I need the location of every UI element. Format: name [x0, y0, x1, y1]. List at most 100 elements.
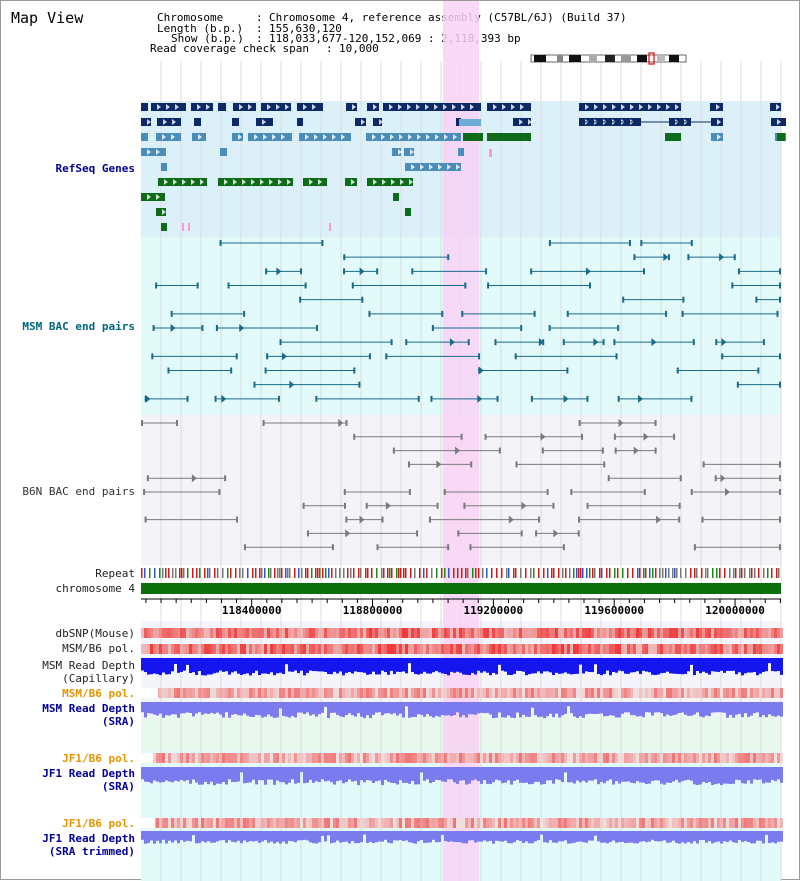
msm-pol-heat — [654, 644, 657, 654]
gene-strand-arrow — [278, 179, 282, 185]
jf1-pol-heat — [201, 753, 204, 763]
dbsnp-heat — [705, 628, 708, 638]
jf1-depth-sra-bar — [696, 767, 699, 786]
b6n-bac-pair-end — [515, 461, 518, 468]
jf1-depth-trim-bar — [315, 831, 318, 844]
msm-pol-heat — [600, 644, 603, 654]
dbsnp-heat — [468, 628, 471, 638]
repeat-element — [423, 568, 425, 578]
msm-bac-pair-end — [196, 282, 199, 289]
msm-bac-pair-arrow — [239, 324, 245, 332]
msm-pol-heat — [456, 644, 459, 654]
dbsnp-heat — [630, 628, 633, 638]
jf1-depth-trim-bar — [429, 831, 432, 843]
dbsnp-heat — [411, 628, 414, 638]
msm-depth-sra-bar — [528, 702, 531, 717]
msm-depth-sra-bar — [141, 702, 144, 713]
msm-depth-sra-bar — [483, 702, 486, 714]
msm-depth-sra-bar — [393, 702, 396, 714]
jf1-depth-trim-bar — [693, 831, 696, 842]
jf1-depth-trim-bar — [321, 831, 324, 836]
jf1-pol-heat — [693, 753, 696, 763]
dbsnp-heat — [753, 628, 756, 638]
msm-bac-pair-end — [737, 268, 740, 275]
msm-pol2-heat — [480, 688, 483, 698]
jf1-pol2-heat — [537, 818, 540, 828]
track-label-repeat[interactable]: Repeat — [95, 567, 135, 580]
jf1-depth-trim-bar — [561, 831, 564, 842]
jf1-depth-sra-bar — [558, 767, 561, 780]
track-label-chromosome[interactable]: chromosome 4 — [55, 582, 135, 595]
msm-pol2-heat — [777, 688, 780, 698]
jf1-pol2-heat — [489, 818, 492, 828]
dbsnp-heat — [354, 628, 357, 638]
msm-pol2-heat — [201, 688, 204, 698]
msm-depth-capillary-bar — [561, 658, 564, 674]
msm-depth-capillary-bar — [477, 658, 480, 671]
jf1-pol-heat — [633, 753, 636, 763]
dbsnp-heat — [774, 628, 777, 638]
repeat-element — [776, 568, 778, 578]
track-label-jf1-pol-2[interactable]: JF1/B6 pol. — [62, 817, 135, 830]
repeat-element — [538, 568, 540, 578]
jf1-pol2-heat — [165, 818, 168, 828]
dbsnp-heat — [261, 628, 264, 638]
track-label-jf1-depth-trim[interactable]: JF1 Read Depth (SRA trimmed) — [42, 832, 135, 858]
track-label-refseq[interactable]: RefSeq Genes — [55, 162, 135, 175]
jf1-depth-sra-bar — [162, 767, 165, 783]
msm-depth-sra-bar — [411, 702, 414, 717]
msm-pol-heat — [690, 644, 693, 654]
jf1-pol-heat — [744, 753, 747, 763]
msm-bac-pair-end — [264, 367, 267, 374]
track-label-dbsnp[interactable]: dbSNP(Mouse) — [55, 627, 135, 640]
msm-pol2-heat — [603, 688, 606, 698]
dbsnp-heat — [612, 628, 615, 638]
msm-depth-sra-bar — [477, 702, 480, 714]
dbsnp-heat — [684, 628, 687, 638]
jf1-pol2-heat — [234, 818, 237, 828]
track-label-b6n-bac[interactable]: B6N BAC end pairs — [22, 485, 135, 498]
track-label-msm-pol[interactable]: MSM/B6 pol. — [62, 642, 135, 655]
msm-bac-pair-end — [643, 268, 646, 275]
msm-pol-heat — [258, 644, 261, 654]
track-label-msm-depth-sra[interactable]: MSM Read Depth (SRA) — [42, 702, 135, 728]
msm-bac-pair-arrow — [145, 394, 151, 403]
repeat-element — [317, 568, 319, 578]
jf1-pol2-heat — [417, 818, 420, 828]
msm-depth-capillary-bar — [636, 658, 639, 672]
gene-strand-arrow — [400, 179, 404, 185]
jf1-depth-trim-bar — [228, 831, 231, 841]
jf1-pol-heat — [687, 753, 690, 763]
b6n-bac-pair-end — [353, 433, 356, 440]
jf1-pol2-heat — [156, 818, 159, 828]
track-label-jf1-pol[interactable]: JF1/B6 pol. — [62, 752, 135, 765]
jf1-pol2-heat — [711, 818, 714, 828]
msm-pol-heat — [195, 644, 198, 654]
msm-depth-capillary-bar — [393, 658, 396, 674]
msm-pol-heat — [702, 644, 705, 654]
refseq-gene — [770, 103, 781, 111]
msm-bac-pair-end — [715, 339, 718, 346]
msm-depth-sra-bar — [660, 702, 663, 714]
msm-bac-pair-end — [277, 395, 280, 402]
gene-strand-arrow — [621, 104, 625, 110]
jf1-depth-sra-bar — [657, 767, 660, 781]
msm-bac-pair-end — [167, 367, 170, 374]
jf1-pol2-heat — [522, 818, 525, 828]
jf1-pol-heat — [753, 753, 756, 763]
track-label-jf1-depth-sra[interactable]: JF1 Read Depth (SRA) — [42, 767, 135, 793]
msm-depth-sra-bar — [756, 702, 759, 713]
repeat-element — [315, 568, 317, 578]
jf1-pol2-heat — [588, 818, 591, 828]
track-label-msm-depth-capillary[interactable]: MSM Read Depth (Capillary) — [42, 659, 135, 685]
dbsnp-heat — [582, 628, 585, 638]
jf1-pol-heat — [717, 753, 720, 763]
highlight-band — [443, 1, 479, 881]
msm-pol-heat — [150, 644, 153, 654]
msm-depth-sra-bar — [294, 702, 297, 718]
track-label-msm-pol-2[interactable]: MSM/B6 pol. — [62, 687, 135, 700]
msm-depth-capillary-bar — [303, 658, 306, 676]
track-label-msm-bac[interactable]: MSM BAC end pairs — [22, 320, 135, 333]
jf1-pol-heat — [588, 753, 591, 763]
